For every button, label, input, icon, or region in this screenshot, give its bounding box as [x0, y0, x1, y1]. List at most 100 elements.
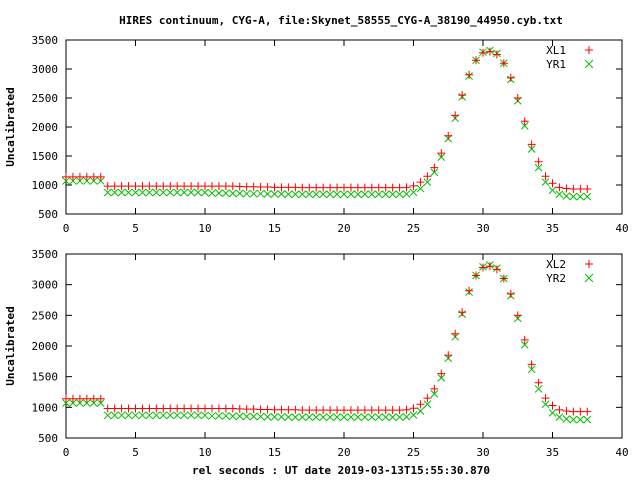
- data-point: [159, 411, 168, 420]
- x-tick-label: 30: [476, 446, 489, 459]
- data-point: [194, 188, 202, 197]
- data-point: [395, 413, 404, 422]
- x-tick-label: 35: [546, 222, 559, 235]
- data-point: [221, 404, 230, 413]
- data-point: [235, 189, 244, 198]
- data-point: [82, 394, 91, 403]
- data-point: [541, 178, 550, 186]
- data-point: [76, 399, 84, 407]
- data-point: [506, 73, 515, 82]
- data-point: [110, 411, 119, 420]
- data-point: [562, 192, 571, 200]
- data-point: [527, 140, 536, 149]
- data-point: [416, 178, 425, 187]
- data-point: [485, 262, 494, 271]
- data-point: [347, 190, 355, 199]
- data-point: [437, 153, 446, 162]
- x-tick-label: 30: [476, 222, 489, 235]
- data-point: [583, 415, 592, 424]
- data-point: [534, 385, 543, 393]
- x-tick-label: 20: [337, 222, 350, 235]
- data-point: [430, 168, 439, 177]
- data-point: [360, 406, 369, 415]
- data-point: [583, 192, 592, 201]
- data-point: [513, 94, 522, 102]
- data-point: [305, 190, 314, 199]
- data-point: [576, 185, 585, 194]
- data-point: [145, 411, 154, 420]
- y-axis-label: Uncalibrated: [4, 306, 17, 385]
- data-point: [124, 404, 133, 413]
- data-point: [569, 192, 578, 201]
- data-point: [235, 404, 244, 413]
- data-point: [180, 411, 189, 420]
- y-tick-label: 3500: [32, 248, 59, 261]
- data-point: [430, 163, 439, 172]
- data-point: [194, 182, 203, 191]
- data-point: [465, 70, 474, 79]
- data-point: [583, 407, 592, 416]
- data-point: [472, 271, 481, 280]
- data-point: [89, 177, 98, 185]
- data-point: [82, 177, 91, 185]
- data-point: [96, 394, 105, 403]
- data-point: [249, 189, 258, 198]
- data-point: [520, 340, 529, 349]
- data-point: [117, 411, 126, 420]
- x-tick-label: 40: [615, 446, 628, 459]
- data-point: [520, 335, 529, 344]
- x-tick-label: 25: [407, 446, 420, 459]
- x-tick-label: 40: [615, 222, 628, 235]
- data-point: [527, 365, 536, 374]
- data-point: [367, 413, 376, 422]
- data-point: [208, 412, 216, 420]
- data-point: [82, 399, 91, 407]
- data-point: [256, 405, 265, 414]
- data-point: [291, 405, 300, 414]
- data-point: [214, 404, 223, 413]
- data-point: [159, 188, 168, 197]
- data-point: [576, 415, 585, 424]
- data-point: [562, 184, 571, 193]
- legend-marker: [585, 46, 593, 54]
- x-tick-label: 20: [337, 446, 350, 459]
- data-point: [103, 182, 112, 191]
- data-point: [569, 185, 578, 194]
- data-point: [395, 190, 404, 199]
- x-tick-label: 5: [132, 222, 139, 235]
- data-point: [499, 274, 508, 283]
- data-point: [555, 190, 564, 199]
- data-point: [360, 183, 369, 192]
- data-point: [374, 183, 383, 192]
- data-point: [96, 399, 105, 407]
- data-point: [541, 172, 550, 181]
- data-point: [319, 190, 328, 199]
- data-point: [75, 172, 84, 181]
- data-point: [423, 178, 432, 186]
- data-point: [180, 188, 189, 197]
- legend-marker: [585, 260, 593, 268]
- data-point: [117, 188, 126, 197]
- data-point: [312, 413, 321, 422]
- data-point: [534, 157, 543, 166]
- data-point: [485, 47, 494, 56]
- data-point: [346, 406, 355, 415]
- data-point: [562, 415, 571, 423]
- data-point: [569, 415, 578, 424]
- data-point: [548, 186, 557, 195]
- data-point: [124, 182, 133, 191]
- data-point: [479, 263, 487, 272]
- data-point: [207, 404, 216, 413]
- data-point: [402, 183, 411, 192]
- data-point: [110, 188, 119, 197]
- data-point: [117, 182, 126, 191]
- data-point: [124, 411, 133, 420]
- data-point: [319, 183, 328, 192]
- data-point: [221, 412, 230, 420]
- data-point: [444, 351, 453, 360]
- data-point: [159, 404, 168, 413]
- data-point: [89, 394, 98, 403]
- data-point: [340, 190, 348, 199]
- data-point: [201, 182, 209, 191]
